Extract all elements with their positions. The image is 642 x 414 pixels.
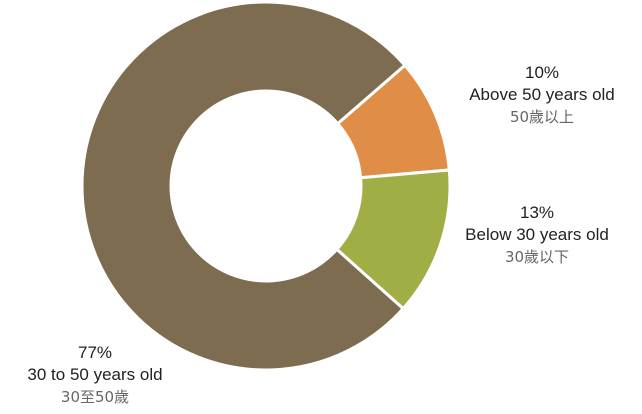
slice-label-zh-above-50: 50歲以上 bbox=[509, 108, 575, 126]
slice-label-zh-30-to-50: 30至50歲 bbox=[60, 388, 130, 406]
slice-percent-below-30: 13% bbox=[519, 203, 555, 222]
donut-slice-30-to-50 bbox=[80, 0, 407, 372]
slice-label-30-to-50: 77% 30 to 50 years old 30至50歲 bbox=[0, 342, 190, 408]
slice-label-en-30-to-50: 30 to 50 years old bbox=[27, 365, 163, 384]
slice-label-below-30: 13% Below 30 years old 30歲以下 bbox=[432, 202, 642, 268]
slice-label-en-above-50: Above 50 years old bbox=[469, 85, 615, 104]
slice-label-above-50: 10% Above 50 years old 50歲以上 bbox=[422, 62, 642, 128]
slice-percent-above-50: 10% bbox=[524, 63, 560, 82]
slice-label-en-below-30: Below 30 years old bbox=[465, 225, 609, 244]
slice-label-zh-below-30: 30歲以下 bbox=[504, 248, 570, 266]
slice-percent-30-to-50: 77% bbox=[77, 343, 113, 362]
